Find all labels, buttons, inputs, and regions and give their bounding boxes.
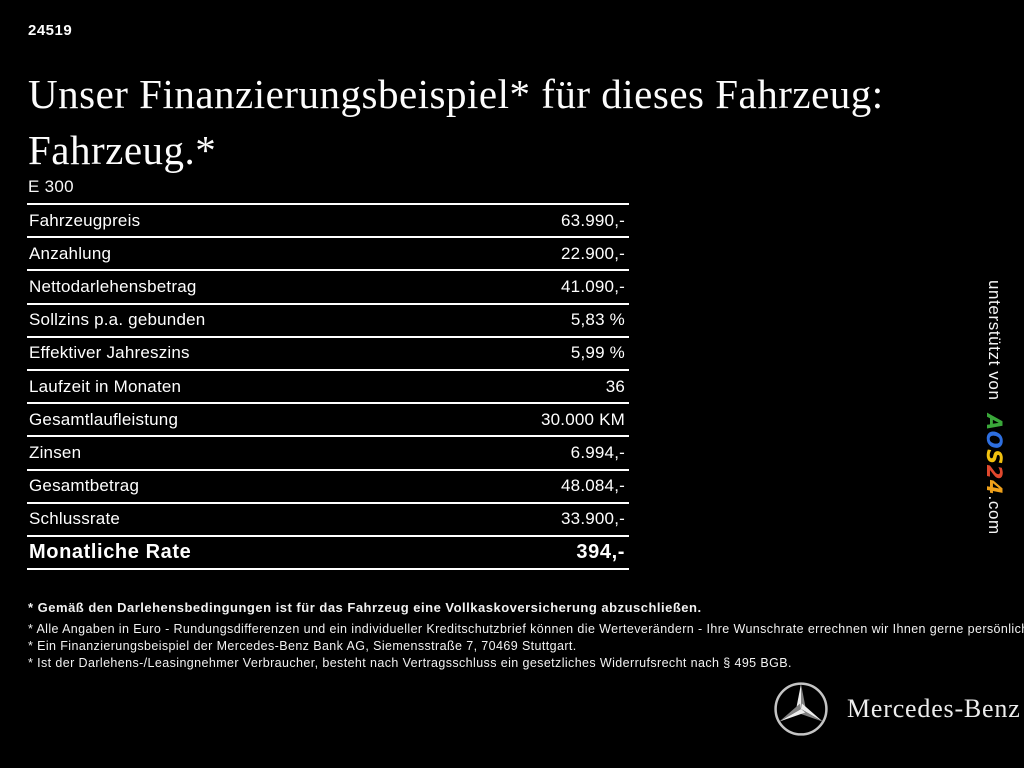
supporter-credit: unterstützt von AOS24.com [982,280,1006,535]
footnote: * Ist der Darlehens-/Leasingnehmer Verbr… [28,656,792,671]
row-label: Schlussrate [29,509,121,529]
page-title: Unser Finanzierungsbeispiel* für dieses … [28,66,884,178]
row-label: Laufzeit in Monaten [29,376,182,396]
table-row: Schlussrate 33.900,- [27,504,629,537]
mercedes-wordmark: Mercedes-Benz [847,694,1021,723]
row-value: 36 [605,376,625,396]
finance-table: Fahrzeugpreis 63.990,- Anzahlung 22.900,… [27,203,629,571]
table-row: Gesamtbetrag 48.084,- [27,471,629,504]
row-label: Gesamtbetrag [29,476,140,496]
table-row: Gesamtlaufleistung 30.000 KM [27,404,629,438]
row-value: 41.090,- [561,276,625,296]
table-row-total: Monatliche Rate 394,- [27,537,629,571]
supporter-prefix: unterstützt von [985,280,1004,401]
table-row: Sollzins p.a. gebunden 5,83 % [27,305,629,338]
row-value: 5,99 % [570,343,625,363]
row-label: Zinsen [29,442,82,462]
table-row: Fahrzeugpreis 63.990,- [27,205,629,239]
row-label: Gesamtlaufleistung [29,409,179,429]
row-label: Sollzins p.a. gebunden [29,310,206,330]
footnote: * Gemäß den Darlehensbedingungen ist für… [28,600,702,615]
row-label: Nettodarlehensbetrag [29,276,197,296]
row-label: Monatliche Rate [29,540,192,563]
table-row: Nettodarlehensbetrag 41.090,- [27,271,629,305]
page-title-line2: Fahrzeug.* [28,127,217,173]
footnotes: * Gemäß den Darlehensbedingungen ist für… [28,600,1024,674]
row-value: 394,- [576,540,625,563]
row-value: 33.900,- [561,509,625,529]
row-label: Effektiver Jahreszins [29,343,190,363]
table-row: Effektiver Jahreszins 5,99 % [27,338,629,371]
aos24-logo-letter: 4 [982,479,1006,495]
row-label: Anzahlung [29,243,112,263]
aos24-logo-letter: A [982,413,1006,431]
footnote: * Alle Angaben in Euro - Rundungsdiffere… [28,621,1024,636]
mercedes-star-icon [774,682,828,736]
table-row: Laufzeit in Monaten 36 [27,371,629,405]
row-value: 5,83 % [570,310,625,330]
aos24-logo-letter: 2 [982,464,1006,480]
aos24-logo-letter: S [982,448,1006,465]
row-value: 63.990,- [561,210,625,230]
row-value: 6.994,- [570,442,625,462]
row-value: 48.084,- [561,476,625,496]
vehicle-model: E 300 [28,177,74,196]
row-label: Fahrzeugpreis [29,210,141,230]
supporter-suffix: .com [985,495,1004,535]
row-value: 30.000 KM [540,409,625,429]
row-value: 22.900,- [561,243,625,263]
table-row: Zinsen 6.994,- [27,437,629,471]
footnote: * Ein Finanzierungsbeispiel der Mercedes… [28,639,577,654]
aos24-logo: AOS24 [982,414,1006,495]
table-row: Anzahlung 22.900,- [27,238,629,272]
mercedes-brand: Mercedes-Benz [772,680,1021,738]
offer-id: 24519 [28,22,73,39]
page-title-line1: Unser Finanzierungsbeispiel* für dieses … [28,71,884,117]
aos24-logo-letter: O [982,430,1006,449]
